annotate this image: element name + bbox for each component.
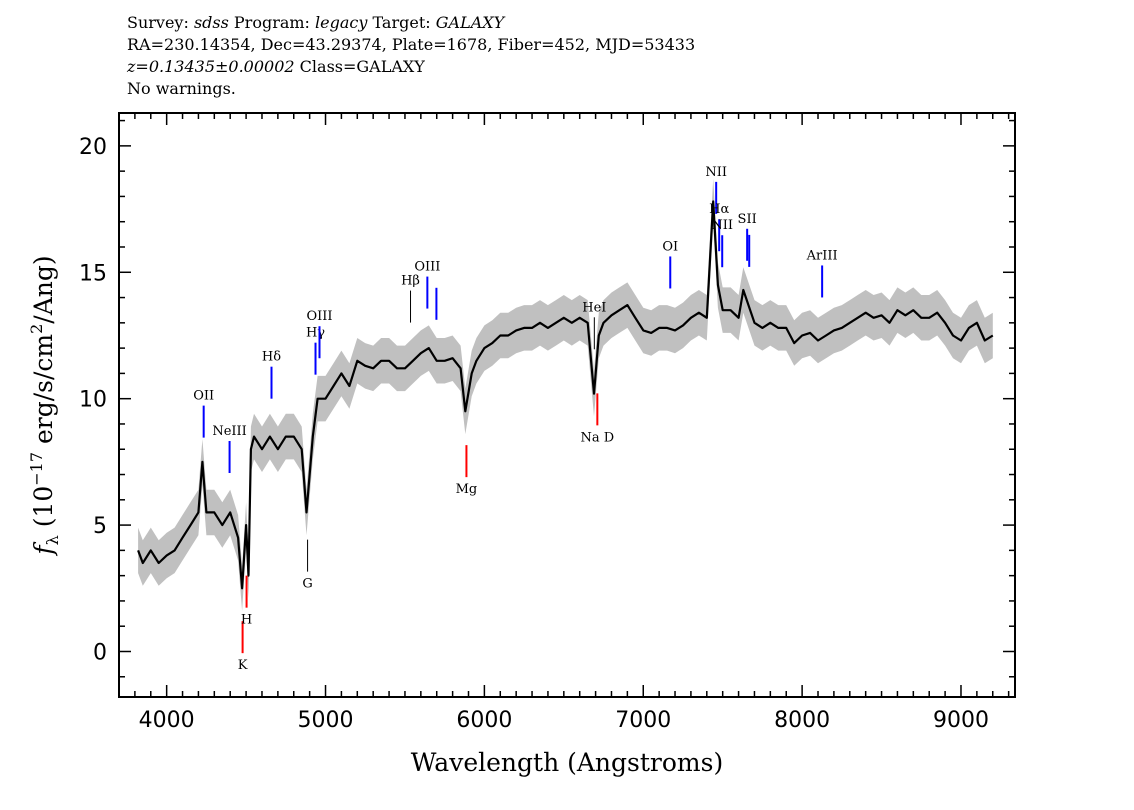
- line-label: Hδ: [262, 350, 281, 365]
- line-label: OI: [662, 239, 678, 254]
- header-segment: Target:: [367, 13, 435, 32]
- line-label: Hβ: [401, 274, 420, 289]
- line-label: NII: [705, 165, 727, 180]
- header-segment: sdss: [194, 13, 229, 32]
- line-label: H: [241, 613, 252, 628]
- header-segment: Survey:: [127, 13, 194, 32]
- y-label-part: f: [29, 542, 58, 557]
- x-tick-label: 7000: [615, 708, 671, 733]
- header-segment: GALAXY: [436, 13, 506, 32]
- line-label: K: [238, 658, 248, 673]
- y-tick-label: 10: [79, 388, 107, 413]
- line-label: NII: [711, 218, 733, 233]
- flux-series: [137, 200, 994, 590]
- header-segment: z=0.13435±0.00002: [126, 57, 295, 76]
- header-line1: Survey: sdss Program: legacy Target: GAL…: [127, 13, 506, 32]
- header-segment: Class=GALAXY: [295, 57, 426, 76]
- line-label: Hγ: [306, 326, 325, 341]
- line-label: Mg: [456, 482, 478, 497]
- y-axis-label: fλ (10−17 erg/s/cm2/Ang): [27, 255, 62, 556]
- x-tick-label: 6000: [456, 708, 512, 733]
- x-tick-label: 8000: [774, 708, 830, 733]
- header-info: Survey: sdss Program: legacy Target: GAL…: [126, 13, 695, 98]
- y-label-part: 2: [27, 324, 46, 334]
- line-label: G: [302, 577, 312, 592]
- line-label: OII: [193, 389, 214, 404]
- header-segment: Program:: [229, 13, 315, 32]
- line-label: ArIII: [806, 248, 838, 263]
- x-tick-label: 9000: [933, 708, 989, 733]
- line-label: SII: [738, 212, 757, 227]
- header-segment: legacy: [315, 13, 368, 32]
- line-label: Hα: [709, 202, 729, 217]
- line-label: OIII: [306, 309, 332, 324]
- y-label-part: −17: [27, 452, 46, 486]
- header-segment: RA=230.14354, Dec=43.29374, Plate=1678, …: [127, 35, 695, 54]
- line-label: NeIII: [212, 424, 246, 439]
- header-line2: RA=230.14354, Dec=43.29374, Plate=1678, …: [127, 35, 695, 54]
- line-label: Na D: [580, 430, 614, 445]
- y-label-part: (10: [29, 486, 58, 536]
- x-tick-label: 4000: [139, 708, 195, 733]
- y-tick-label: 5: [93, 514, 107, 539]
- flux-line: [137, 200, 994, 590]
- error-band-area: [138, 178, 993, 611]
- y-tick-label: 0: [93, 640, 107, 665]
- error-band: [138, 178, 993, 611]
- plot-frame: [118, 112, 1016, 698]
- line-label: OIII: [414, 260, 440, 275]
- y-tick-label: 20: [79, 135, 107, 160]
- line-label: HeI: [582, 300, 606, 315]
- y-label-part: λ: [43, 535, 62, 545]
- y-label-part: /Ang): [29, 255, 58, 323]
- x-tick-label: 5000: [298, 708, 354, 733]
- y-label-part: erg/s/cm: [29, 334, 58, 452]
- header-line3: z=0.13435±0.00002 Class=GALAXY: [126, 57, 425, 76]
- axis-ticks: 4000 5000 6000 7000 8000 9000 0 5 10 15 20: [79, 113, 1015, 733]
- x-axis-label: Wavelength (Angstroms): [411, 748, 723, 777]
- header-segment: No warnings.: [127, 79, 236, 98]
- header-line4: No warnings.: [127, 79, 236, 98]
- y-tick-label: 15: [79, 261, 107, 286]
